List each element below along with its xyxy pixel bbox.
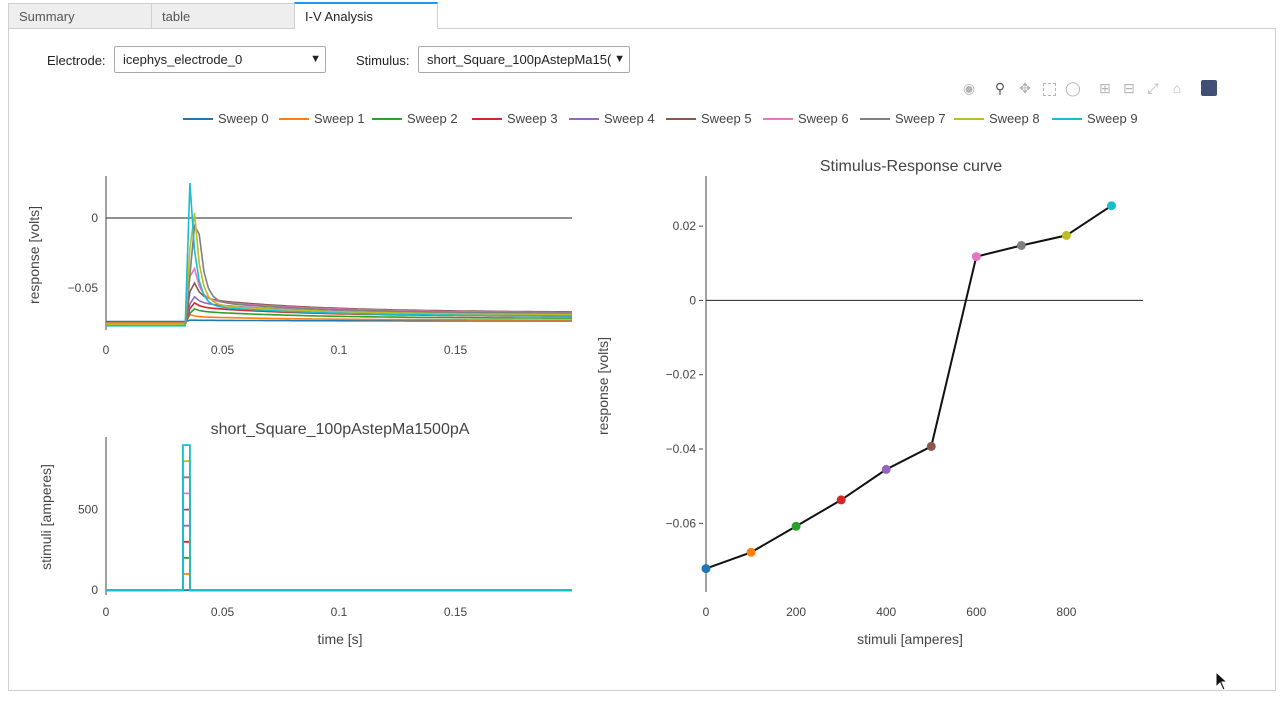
electrode-dropdown[interactable]: icephys_electrode_0 ▼ <box>114 46 326 73</box>
legend-item-sweep-5[interactable]: Sweep 5 <box>666 111 752 127</box>
mouse-cursor-icon <box>1215 671 1229 691</box>
box-select-icon[interactable] <box>1040 79 1058 97</box>
zoom-out-icon[interactable]: ⊟ <box>1123 80 1135 96</box>
pan-icon[interactable]: ✥ <box>1019 80 1031 96</box>
legend-item-sweep-9[interactable]: Sweep 9 <box>1052 111 1138 127</box>
zoom-in-icon[interactable]: ⊞ <box>1099 80 1111 96</box>
tab-table[interactable]: table <box>151 3 295 28</box>
legend-swatch <box>763 117 793 120</box>
iv-analysis-panel <box>8 28 1276 691</box>
legend-swatch <box>860 117 890 120</box>
legend-label: Sweep 8 <box>989 111 1040 126</box>
legend-label: Sweep 9 <box>1087 111 1138 126</box>
electrode-label: Electrode: <box>47 53 106 68</box>
tab-iv-analysis[interactable]: I-V Analysis <box>294 2 438 29</box>
legend-label: Sweep 2 <box>407 111 458 126</box>
home-icon[interactable]: ⌂ <box>1172 80 1182 96</box>
legend-label: Sweep 6 <box>798 111 849 126</box>
legend-item-sweep-6[interactable]: Sweep 6 <box>763 111 849 127</box>
electrode-dropdown-value: icephys_electrode_0 <box>123 52 243 67</box>
camera-icon[interactable]: ◉ <box>962 80 976 96</box>
legend-swatch <box>372 117 402 120</box>
legend-swatch <box>472 117 502 120</box>
legend-swatch <box>666 117 696 120</box>
legend-swatch <box>183 117 213 120</box>
stimulus-dropdown[interactable]: short_Square_100pAstepMa15( ▼ <box>418 46 630 73</box>
legend-label: Sweep 4 <box>604 111 655 126</box>
plotly-logo-icon[interactable] <box>1201 80 1217 96</box>
chevron-down-icon: ▼ <box>612 47 625 72</box>
legend-label: Sweep 1 <box>314 111 365 126</box>
legend-label: Sweep 5 <box>701 111 752 126</box>
tab-summary[interactable]: Summary <box>8 3 152 28</box>
legend-label: Sweep 0 <box>218 111 269 126</box>
plot-modebar: ◉ ⚲ ✥ ◯ ⊞ ⊟ ⤢ ⌂ <box>960 79 1220 97</box>
legend-label: Sweep 7 <box>895 111 946 126</box>
legend-label: Sweep 3 <box>507 111 558 126</box>
legend-item-sweep-1[interactable]: Sweep 1 <box>279 111 365 127</box>
legend-item-sweep-7[interactable]: Sweep 7 <box>860 111 946 127</box>
legend-item-sweep-2[interactable]: Sweep 2 <box>372 111 458 127</box>
legend-item-sweep-8[interactable]: Sweep 8 <box>954 111 1040 127</box>
legend-swatch <box>279 117 309 120</box>
autoscale-icon[interactable]: ⤢ <box>1147 80 1159 96</box>
legend-swatch <box>954 117 984 120</box>
stimulus-label: Stimulus: <box>356 53 410 68</box>
legend-item-sweep-3[interactable]: Sweep 3 <box>472 111 558 127</box>
lasso-icon[interactable]: ◯ <box>1065 80 1081 96</box>
legend-item-sweep-4[interactable]: Sweep 4 <box>569 111 655 127</box>
legend-swatch <box>1052 117 1082 120</box>
zoom-icon[interactable]: ⚲ <box>994 80 1006 96</box>
legend-swatch <box>569 117 599 120</box>
legend-item-sweep-0[interactable]: Sweep 0 <box>183 111 269 127</box>
chevron-down-icon: ▼ <box>310 53 321 65</box>
stimulus-dropdown-value: short_Square_100pAstepMa15( <box>427 52 612 67</box>
